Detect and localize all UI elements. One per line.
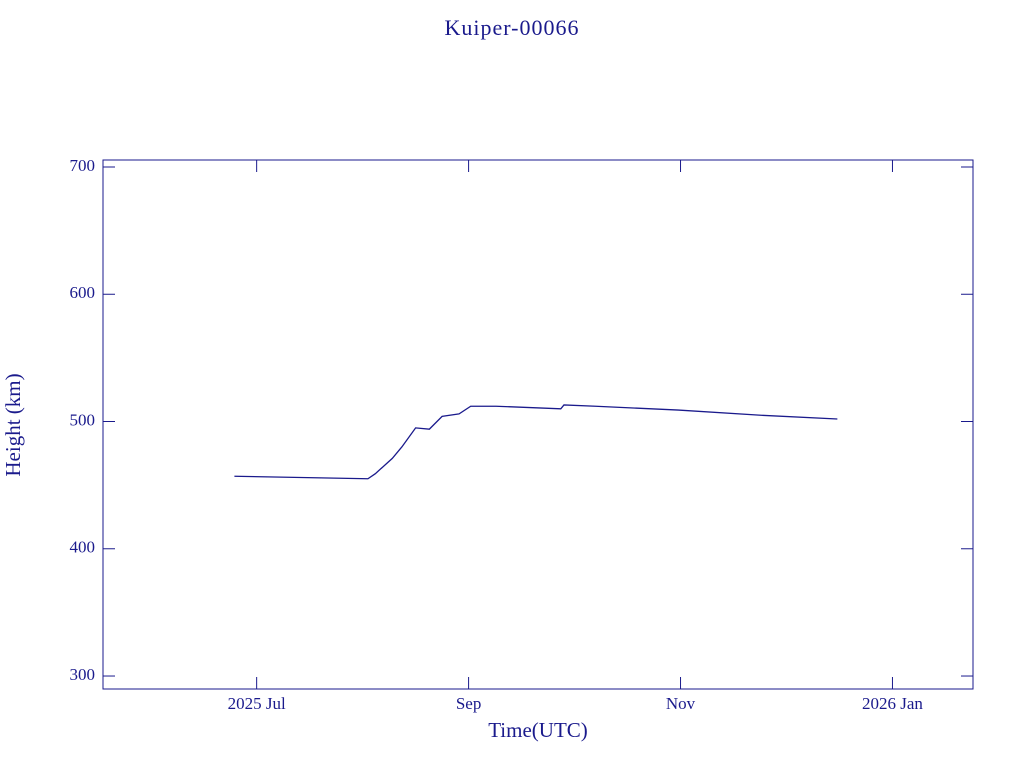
x-tick-label: 2025 Jul	[228, 694, 286, 713]
y-axis-label: Height (km)	[1, 373, 25, 476]
data-line	[234, 404, 838, 480]
plot-frame	[102, 159, 974, 690]
y-tick-label: 700	[70, 156, 96, 175]
y-tick-label: 300	[70, 665, 96, 684]
x-tick-label: Nov	[666, 694, 696, 713]
y-tick-label: 500	[70, 410, 96, 429]
x-tick-label: 2026 Jan	[862, 694, 923, 713]
chart-title: Kuiper-00066	[445, 15, 580, 40]
x-tick-label: Sep	[456, 694, 482, 713]
x-axis-label: Time(UTC)	[488, 718, 588, 742]
y-tick-label: 400	[70, 538, 96, 557]
y-tick-label: 600	[70, 283, 96, 302]
